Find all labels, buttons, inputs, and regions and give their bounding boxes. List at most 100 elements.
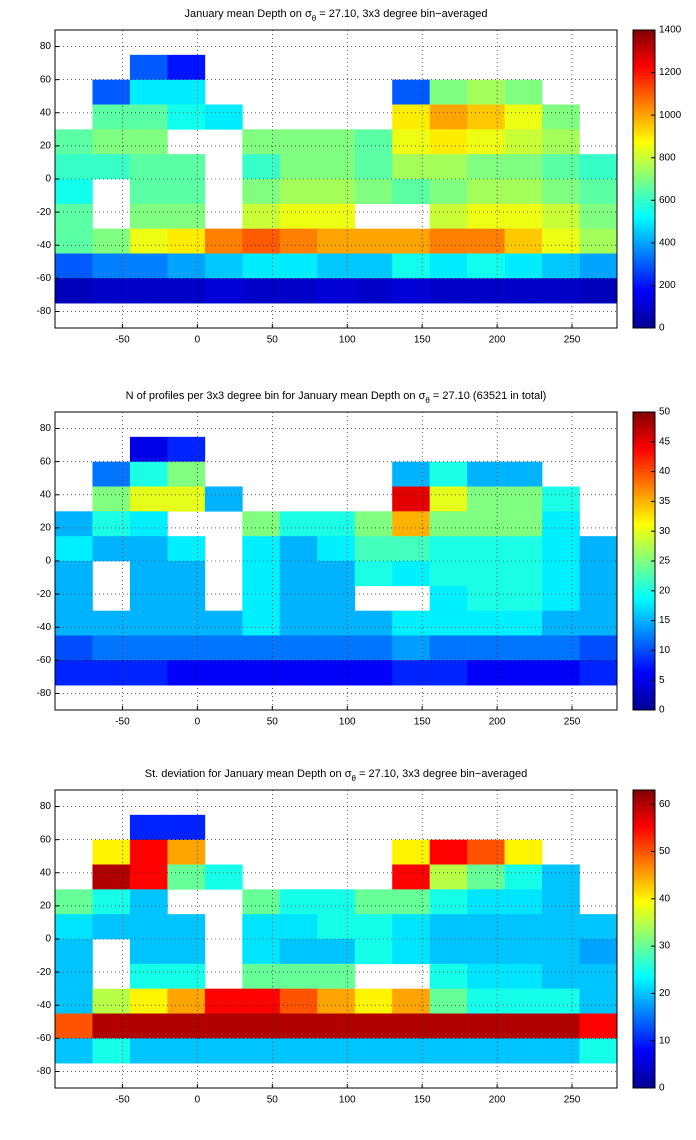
bin-cell bbox=[429, 561, 468, 587]
bin-cell bbox=[204, 864, 243, 890]
y-tick-label: -80 bbox=[37, 1066, 52, 1077]
bin-cell bbox=[167, 154, 206, 180]
bin-cell bbox=[55, 1038, 93, 1064]
bin-cell bbox=[167, 104, 206, 130]
bin-cell bbox=[429, 179, 468, 205]
bin-cell bbox=[429, 79, 468, 105]
bin-cell bbox=[167, 179, 206, 205]
bin-cell bbox=[279, 1013, 318, 1039]
bin-cell bbox=[542, 914, 580, 940]
y-tick-label: -80 bbox=[37, 688, 52, 699]
title-part: January mean Depth on σ bbox=[185, 8, 312, 20]
bin-cell bbox=[129, 278, 168, 304]
bin-cell bbox=[429, 610, 468, 636]
plot-frame bbox=[54, 411, 618, 711]
bin-cell bbox=[129, 461, 168, 487]
chart-title: January mean Depth on σθ = 27.10, 3x3 de… bbox=[185, 8, 488, 23]
bin-cell bbox=[55, 914, 93, 940]
bin-cell bbox=[317, 963, 356, 989]
bin-cell bbox=[204, 988, 243, 1014]
colorbar-label: 800 bbox=[659, 152, 676, 163]
bin-cell bbox=[317, 585, 356, 611]
colorbar bbox=[632, 29, 656, 329]
bin-cell bbox=[55, 278, 93, 304]
bin-cell bbox=[242, 660, 281, 686]
bin-cell bbox=[279, 1038, 318, 1064]
bin-cell bbox=[167, 203, 206, 229]
bin-cell bbox=[129, 436, 168, 462]
bin-cell bbox=[129, 635, 168, 661]
bin-cell bbox=[55, 585, 93, 611]
bin-cell bbox=[467, 660, 505, 686]
bin-cell bbox=[167, 278, 206, 304]
bin-cell bbox=[242, 889, 281, 915]
bin-cell bbox=[279, 939, 318, 965]
colorbar-label: 45 bbox=[659, 436, 671, 447]
bin-cell bbox=[204, 104, 243, 130]
bin-cell bbox=[279, 914, 318, 940]
y-tick-label: 60 bbox=[40, 456, 52, 467]
bin-cell bbox=[542, 486, 580, 512]
bin-cell bbox=[92, 1038, 131, 1064]
bin-cell bbox=[504, 129, 543, 155]
bin-cell bbox=[542, 864, 580, 890]
bin-cell bbox=[392, 536, 430, 562]
bin-cell bbox=[129, 228, 168, 254]
bin-cell bbox=[317, 129, 356, 155]
bin-cell bbox=[242, 914, 281, 940]
bin-cell bbox=[92, 839, 131, 865]
x-tick-label: 200 bbox=[489, 335, 506, 346]
chart-title: N of profiles per 3x3 degree bin for Jan… bbox=[126, 390, 547, 405]
bin-cell bbox=[354, 889, 393, 915]
bin-cell bbox=[204, 278, 243, 304]
bin-cell bbox=[467, 963, 505, 989]
bin-cell bbox=[279, 536, 318, 562]
bin-cell bbox=[467, 914, 505, 940]
bin-cell bbox=[129, 486, 168, 512]
y-tick-label: 60 bbox=[40, 834, 52, 845]
bin-cell bbox=[542, 561, 580, 587]
colorbar-label: 40 bbox=[659, 466, 671, 477]
bin-cell bbox=[429, 461, 468, 487]
bin-cell bbox=[504, 179, 543, 205]
bin-cell bbox=[204, 1013, 243, 1039]
bin-cell bbox=[129, 1038, 168, 1064]
bin-cell bbox=[92, 889, 131, 915]
bin-cell bbox=[242, 278, 281, 304]
y-tick-label: 60 bbox=[40, 74, 52, 85]
bin-cell bbox=[542, 536, 580, 562]
x-tick-label: 250 bbox=[564, 717, 581, 728]
bin-cell bbox=[279, 511, 318, 537]
bin-cell bbox=[92, 511, 131, 537]
y-tick-label: 80 bbox=[40, 41, 52, 52]
bin-cell bbox=[204, 660, 243, 686]
bin-cell bbox=[129, 1013, 168, 1039]
y-tick-label: 0 bbox=[45, 556, 51, 567]
bin-cell bbox=[92, 635, 131, 661]
bin-cell bbox=[467, 889, 505, 915]
colorbar-label: 50 bbox=[659, 846, 671, 857]
bin-cell bbox=[579, 536, 618, 562]
x-tick-label: 50 bbox=[267, 717, 279, 728]
bin-cell bbox=[354, 635, 393, 661]
colorbar-label: 20 bbox=[659, 988, 671, 999]
bin-cell bbox=[279, 179, 318, 205]
bin-cell bbox=[92, 129, 131, 155]
bin-cell bbox=[279, 129, 318, 155]
bin-cell bbox=[429, 253, 468, 279]
bin-cell bbox=[354, 154, 393, 180]
bin-cell bbox=[92, 988, 131, 1014]
bin-cell bbox=[129, 839, 168, 865]
colorbar-label: 10 bbox=[659, 645, 671, 656]
colorbar-label: 1400 bbox=[659, 25, 682, 36]
y-tick-label: -40 bbox=[37, 240, 52, 251]
bin-cell bbox=[354, 610, 393, 636]
bin-cell bbox=[467, 511, 505, 537]
bin-cell bbox=[129, 203, 168, 229]
bin-cell bbox=[354, 536, 393, 562]
bin-cell bbox=[167, 660, 206, 686]
bin-cell bbox=[55, 511, 93, 537]
bin-cell bbox=[167, 1013, 206, 1039]
bin-cell bbox=[504, 839, 543, 865]
bin-cell bbox=[392, 79, 430, 105]
